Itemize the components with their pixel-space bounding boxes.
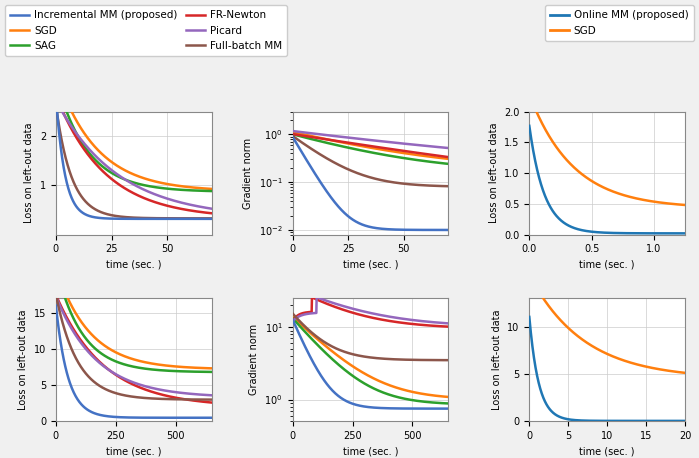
Y-axis label: Gradient norm: Gradient norm <box>243 137 254 209</box>
Legend: Online MM (proposed), SGD: Online MM (proposed), SGD <box>545 5 694 41</box>
X-axis label: time (sec. ): time (sec. ) <box>343 260 398 270</box>
Legend: Incremental MM (proposed), SGD, SAG, FR-Newton, Picard, Full-batch MM: Incremental MM (proposed), SGD, SAG, FR-… <box>5 5 287 56</box>
X-axis label: time (sec. ): time (sec. ) <box>579 260 635 270</box>
X-axis label: time (sec. ): time (sec. ) <box>579 447 635 457</box>
Y-axis label: Loss on left-out data: Loss on left-out data <box>24 123 34 224</box>
Y-axis label: Loss on left-out data: Loss on left-out data <box>18 310 28 410</box>
X-axis label: time (sec. ): time (sec. ) <box>343 447 398 457</box>
X-axis label: time (sec. ): time (sec. ) <box>106 447 161 457</box>
Y-axis label: Loss on left-out data: Loss on left-out data <box>492 310 502 410</box>
Y-axis label: Loss on left-out data: Loss on left-out data <box>489 123 498 224</box>
Y-axis label: Gradient norm: Gradient norm <box>249 324 259 396</box>
X-axis label: time (sec. ): time (sec. ) <box>106 260 161 270</box>
